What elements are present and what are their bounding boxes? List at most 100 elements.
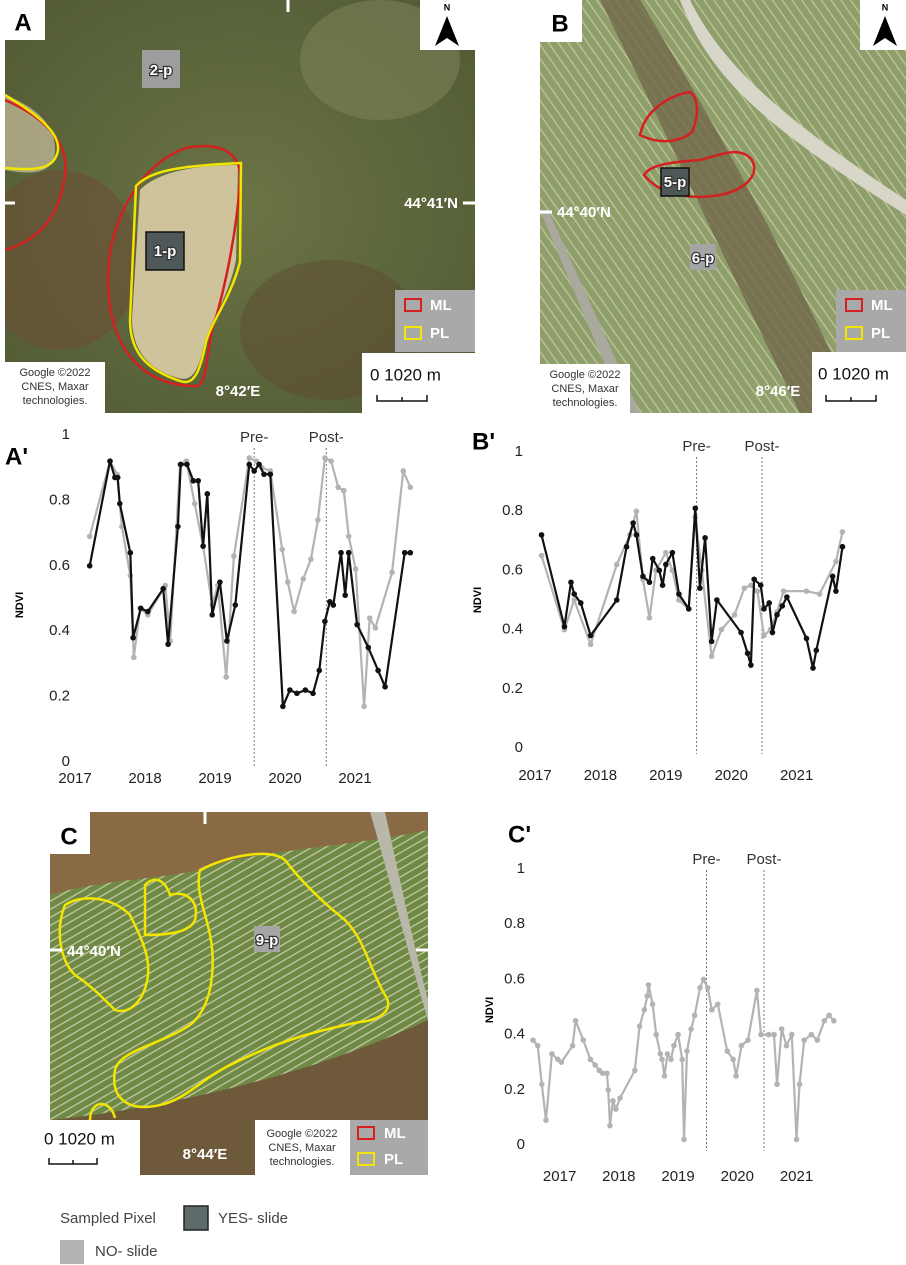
pl-outline xyxy=(128,161,243,384)
data-point xyxy=(538,552,545,559)
latitude-label: 44°40′N xyxy=(557,204,611,221)
y-tick-label: 0.6 xyxy=(502,561,523,578)
data-point xyxy=(649,555,656,562)
data-point xyxy=(605,1087,611,1093)
scale-box xyxy=(362,353,475,413)
data-point xyxy=(831,1018,837,1024)
pl-outline xyxy=(143,878,198,937)
data-point xyxy=(656,567,663,574)
data-point xyxy=(366,615,373,621)
data-point xyxy=(754,987,760,994)
data-point xyxy=(754,588,761,594)
sampled-pixel-yes xyxy=(660,167,690,197)
data-point xyxy=(607,1122,613,1129)
data-point xyxy=(623,543,630,550)
panel-label: B xyxy=(551,10,568,37)
x-tick-label: 2017 xyxy=(58,770,91,787)
data-point xyxy=(604,1070,610,1077)
data-point xyxy=(177,461,184,468)
data-point xyxy=(681,1136,687,1143)
series-line xyxy=(540,510,844,658)
data-point xyxy=(636,1023,643,1030)
data-point xyxy=(587,641,594,648)
scale-label: 0 1020 m xyxy=(370,365,441,384)
data-point xyxy=(697,984,703,991)
legend-swatch-no xyxy=(60,1240,84,1264)
data-point xyxy=(664,1051,671,1057)
data-point xyxy=(733,1073,739,1079)
attribution-box xyxy=(540,364,630,413)
y-tick-label: 0.2 xyxy=(502,680,523,697)
x-tick-label: 2018 xyxy=(602,1168,635,1185)
panel-label-box xyxy=(5,0,45,40)
data-point xyxy=(783,1042,790,1049)
data-point xyxy=(131,654,137,661)
data-point xyxy=(285,579,291,585)
road xyxy=(680,0,906,215)
data-point xyxy=(569,1042,576,1049)
woodland xyxy=(50,812,428,895)
attribution: Google ©2022 xyxy=(549,369,620,381)
data-point xyxy=(685,606,692,612)
x-tick-label: 2020 xyxy=(268,770,301,787)
data-point xyxy=(745,1037,751,1043)
event-label: Post- xyxy=(309,429,344,446)
data-point xyxy=(571,597,578,603)
y-axis-label: NDVI xyxy=(472,587,484,613)
data-point xyxy=(803,588,810,594)
data-point xyxy=(165,641,171,648)
data-point xyxy=(190,477,197,484)
attribution: CNES, Maxar xyxy=(21,381,89,393)
y-tick-label: 0.4 xyxy=(502,621,523,638)
event-label: Pre- xyxy=(240,429,268,446)
data-point xyxy=(592,1062,598,1068)
data-point xyxy=(138,605,144,612)
pixel-label: 6-p xyxy=(692,250,715,267)
pl-outline xyxy=(88,1102,117,1121)
data-point xyxy=(280,703,286,710)
y-tick-label: 0.6 xyxy=(504,970,525,987)
data-point xyxy=(330,602,337,608)
data-point xyxy=(669,549,676,556)
data-point xyxy=(659,1056,665,1063)
x-tick-label: 2019 xyxy=(649,767,682,784)
event-label: Post- xyxy=(746,851,781,868)
data-point xyxy=(684,1048,690,1054)
data-point xyxy=(86,563,93,569)
data-point xyxy=(322,455,328,461)
data-point xyxy=(675,1031,681,1038)
scale-box xyxy=(812,352,906,413)
legend-label: ML xyxy=(871,297,893,314)
bare-ground xyxy=(132,165,238,379)
data-point xyxy=(338,549,344,556)
data-point xyxy=(365,644,372,651)
data-point xyxy=(718,626,725,633)
scale-label: 0 1020 m xyxy=(44,1129,115,1148)
y-tick-label: 1 xyxy=(517,860,525,877)
data-point xyxy=(613,597,620,603)
x-tick-label: 2019 xyxy=(198,770,231,787)
data-point xyxy=(342,592,349,599)
data-point xyxy=(641,1006,648,1013)
data-point xyxy=(117,500,123,507)
data-point xyxy=(700,976,707,983)
data-point xyxy=(160,585,166,592)
data-point xyxy=(789,1031,795,1038)
data-point xyxy=(708,638,715,645)
data-point xyxy=(829,573,836,580)
longitude-label: 8°42′E xyxy=(216,383,261,400)
longitude-label: 8°44′E xyxy=(183,1146,228,1163)
y-tick-label: 0.8 xyxy=(504,915,525,932)
map-c: C 44°40′N 8°44′E 9-p ML PL Google ©2022 … xyxy=(50,812,428,1175)
data-point xyxy=(354,621,360,628)
y-tick-label: 1 xyxy=(62,426,70,443)
data-point xyxy=(382,683,388,690)
data-point xyxy=(308,556,314,563)
data-point xyxy=(724,1048,731,1054)
x-tick-label: 2020 xyxy=(721,1168,754,1185)
data-point xyxy=(761,606,767,612)
data-point xyxy=(761,632,767,639)
x-tick-label: 2017 xyxy=(543,1168,576,1185)
pixel-label: 2-p xyxy=(150,62,173,79)
data-point xyxy=(663,561,669,568)
